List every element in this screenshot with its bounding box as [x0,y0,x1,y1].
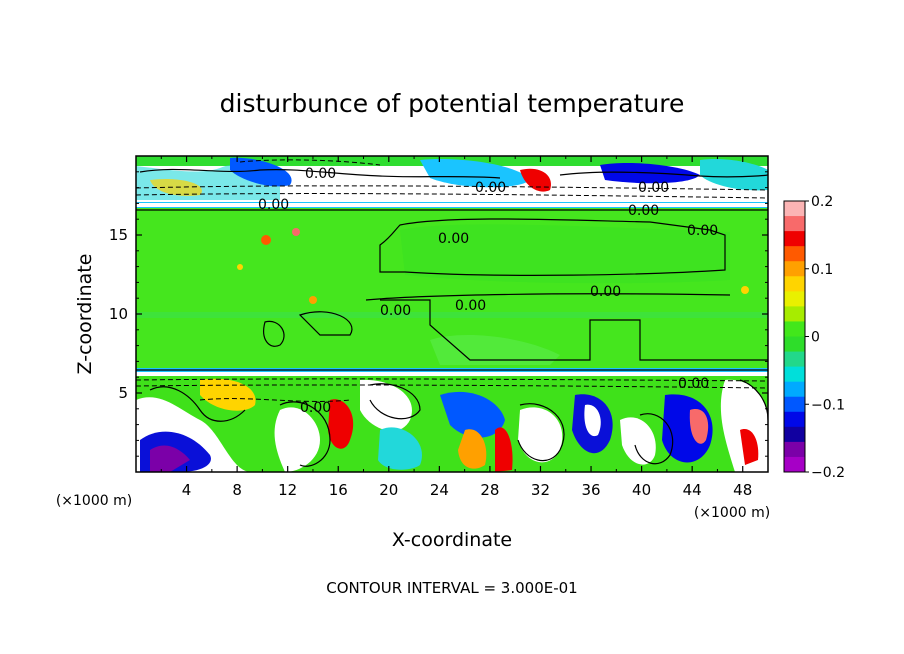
colorbar-tick-label: 0.2 [811,194,833,210]
green-patch [400,224,730,284]
contour-label: 0.00 [258,197,289,213]
contour-label: 0.00 [687,223,718,239]
colorbar-swatch [784,456,805,473]
orange-patch [458,429,487,469]
x-unit-label: (×1000 m) [694,505,770,521]
x-axis-ticks: 4 8 12 16 20 24 28 32 36 40 44 48 [160,156,752,499]
white-patch [584,404,601,437]
colorbar-swatch [784,201,805,217]
speckle [237,264,243,270]
contour-labels: 0.00 0.00 0.00 0.00 0.00 0.00 0.00 0.00 … [258,166,718,416]
red-patch [495,427,513,472]
contour-lines-negative [136,159,768,402]
speckle [309,296,317,304]
y-tick-label: 5 [118,384,128,402]
colorbar-swatch [784,411,805,428]
y-tick-label: 10 [109,305,128,323]
colorbar-swatch [784,216,805,232]
cyan-patch [420,159,530,188]
colorbar [784,201,805,473]
x-tick-label: 24 [430,481,449,499]
colorbar-swatch [784,306,805,322]
x-tick-label: 48 [733,481,752,499]
contour-lines [136,168,768,467]
colorbar-swatch [784,321,805,337]
y-axis-label: Z-coordinate [74,254,96,375]
x-tick-label: 16 [329,481,348,499]
red-patch [740,429,759,465]
colorbar-swatch [784,246,805,262]
x-tick-label: 44 [683,481,702,499]
chart-title: disturbunce of potential temperature [220,89,685,118]
colorbar-tick-label: 0 [811,330,820,346]
y-tick-label: 15 [109,226,128,244]
contour-label: 0.00 [300,400,331,416]
contour-label: 0.00 [638,180,669,196]
speckle [741,286,749,294]
blue-patch [440,391,505,438]
pink-patch [689,409,709,444]
contour-label: 0.00 [678,376,709,392]
yellow-patch [200,378,256,411]
x-tick-label: 36 [581,481,600,499]
x-tick-label: 20 [379,481,398,499]
purple-patch [150,445,190,472]
colorbar-tick-label: −0.2 [811,465,845,481]
colorbar-swatch [784,291,805,307]
colorbar-swatch [784,381,805,398]
colorbar-swatch [784,396,805,413]
green-patch [430,335,560,365]
y-axis-ticks: 5 10 15 [109,171,768,457]
white-patch [274,407,320,472]
colorbar-swatch [784,441,805,458]
colorbar-swatch [784,366,805,383]
x-axis-label: X-coordinate [392,529,512,551]
colorbar-tick-label: 0.1 [811,262,833,278]
contour-label: 0.00 [438,231,469,247]
x-tick-label: 32 [531,481,550,499]
colorbar-swatch [784,276,805,292]
contour-label: 0.00 [475,180,506,196]
x-tick-label: 28 [480,481,499,499]
contour-interval-text: CONTOUR INTERVAL = 3.000E-01 [326,579,577,597]
green-strip [136,312,768,318]
white-strip [136,372,768,376]
blue-patch [230,157,292,187]
contour-label: 0.00 [305,166,336,182]
colorbar-swatch [784,336,805,353]
white-strip [136,203,768,207]
colorbar-swatch [784,351,805,368]
colorbar-swatch [784,261,805,277]
x-tick-label: 12 [278,481,297,499]
contour-label: 0.00 [590,284,621,300]
z-unit-label: (×1000 m) [56,493,132,509]
white-patch [518,407,563,463]
red-patch [328,399,354,449]
x-tick-label: 40 [632,481,651,499]
colorbar-swatch [784,231,805,247]
colorbar-ticks: 0.2 0.1 0 −0.1 −0.2 [805,194,845,481]
x-tick-label: 8 [232,481,242,499]
plot-field [136,156,768,472]
x-tick-label: 4 [182,481,192,499]
speckle [292,228,300,236]
contour-label: 0.00 [628,203,659,219]
cyan-patch [378,427,422,470]
cyan-patch [700,159,768,191]
white-patch [620,417,656,465]
colorbar-swatch [784,426,805,443]
speckle [261,235,271,245]
contour-label: 0.00 [455,298,486,314]
red-patch [520,168,551,192]
contour-label: 0.00 [380,303,411,319]
colorbar-tick-label: −0.1 [811,397,845,413]
